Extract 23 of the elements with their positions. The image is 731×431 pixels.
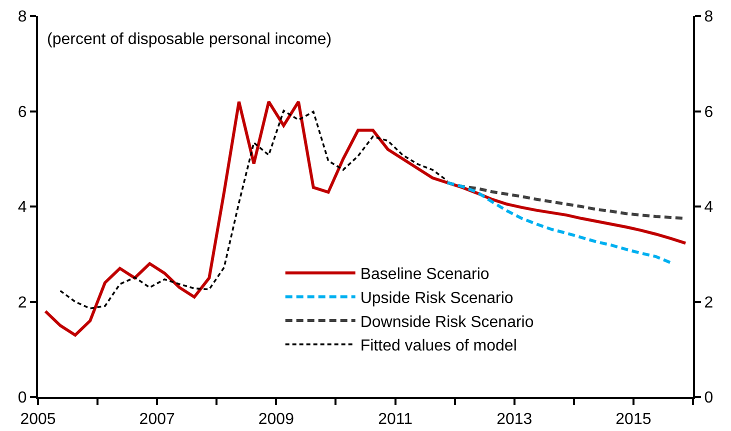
y-tick-label: 6 <box>18 104 27 121</box>
y2-tick-label: 0 <box>704 390 714 407</box>
y-tick-label: 8 <box>18 8 27 26</box>
y-tick-label: 2 <box>18 294 27 312</box>
y2-tick-label: 8 <box>704 8 714 26</box>
x-tick-label: 2015 <box>616 411 652 428</box>
x-tick-label: 2013 <box>496 411 532 428</box>
y2-tick-label: 2 <box>704 294 714 312</box>
y2-tick-label: 6 <box>704 104 714 121</box>
legend-label: Downside Risk Scenario <box>360 314 534 331</box>
x-tick-label: 2005 <box>20 411 56 428</box>
y-tick-label: 4 <box>18 199 27 216</box>
y2-tick-label: 4 <box>704 199 714 216</box>
x-tick-label: 2011 <box>378 411 413 428</box>
legend-label: Fitted values of model <box>360 338 517 355</box>
line-series <box>446 181 672 264</box>
y-tick-label: 0 <box>18 390 27 407</box>
legend-label: Baseline Scenario <box>360 266 490 284</box>
x-tick-label: 2007 <box>139 411 175 428</box>
legend-label: Upside Risk Scenario <box>360 290 514 307</box>
annotation: (percent of disposable personal income) <box>47 31 332 48</box>
line-series <box>44 100 688 337</box>
x-tick-label: 2009 <box>258 411 294 428</box>
